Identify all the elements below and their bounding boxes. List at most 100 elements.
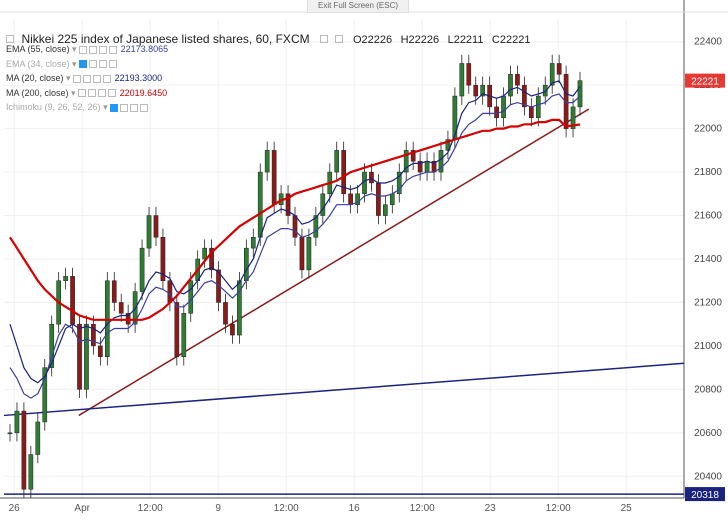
candle-body[interactable] bbox=[466, 63, 472, 86]
add-icon[interactable] bbox=[129, 103, 138, 112]
candle-body[interactable] bbox=[334, 150, 340, 173]
collapse-icon[interactable] bbox=[6, 34, 14, 43]
chevron-down-icon[interactable]: ▾ bbox=[68, 87, 76, 98]
candle-body[interactable] bbox=[216, 269, 221, 303]
add-icon[interactable] bbox=[97, 89, 106, 98]
candle-body[interactable] bbox=[522, 84, 527, 108]
candle-body[interactable] bbox=[396, 171, 402, 195]
candle-body[interactable] bbox=[14, 410, 20, 434]
close-icon[interactable] bbox=[107, 89, 116, 98]
eye-icon[interactable] bbox=[320, 34, 329, 43]
settings-icon[interactable] bbox=[119, 103, 128, 112]
settings-icon[interactable] bbox=[334, 34, 343, 43]
candle-body[interactable] bbox=[549, 63, 555, 86]
candle-body[interactable] bbox=[84, 323, 89, 390]
candle-body[interactable] bbox=[424, 160, 430, 173]
candle-body[interactable] bbox=[480, 84, 486, 97]
candle-body[interactable] bbox=[292, 215, 298, 238]
candle-body[interactable] bbox=[299, 237, 305, 271]
long-trendline[interactable] bbox=[3, 362, 685, 417]
candle-body[interactable] bbox=[563, 74, 569, 129]
candle-body[interactable] bbox=[174, 302, 180, 358]
candle-body[interactable] bbox=[111, 280, 117, 303]
candle-body[interactable] bbox=[438, 150, 444, 173]
close-icon[interactable] bbox=[108, 60, 117, 69]
exit-fullscreen-button[interactable]: Exit Full Screen (ESC) bbox=[307, 0, 409, 13]
eye-icon[interactable] bbox=[72, 74, 81, 83]
candle-body[interactable] bbox=[535, 95, 541, 119]
candle-body[interactable] bbox=[313, 215, 319, 238]
candle-body[interactable] bbox=[389, 193, 395, 205]
candle-body[interactable] bbox=[320, 193, 326, 216]
candle-body[interactable] bbox=[42, 367, 48, 423]
series-line-ema-55-close-[interactable] bbox=[9, 93, 581, 399]
candle-body[interactable] bbox=[91, 323, 96, 347]
candle-body[interactable] bbox=[459, 63, 465, 97]
close-icon[interactable] bbox=[108, 45, 117, 54]
add-icon[interactable] bbox=[92, 74, 101, 83]
candle-body[interactable] bbox=[49, 323, 55, 368]
candle-body[interactable] bbox=[244, 247, 249, 281]
close-icon[interactable] bbox=[102, 74, 111, 83]
candle-body[interactable] bbox=[285, 193, 291, 216]
eye-icon[interactable] bbox=[78, 45, 87, 54]
candle-body[interactable] bbox=[341, 150, 346, 195]
candle-body[interactable] bbox=[264, 150, 270, 173]
chevron-down-icon[interactable]: ▾ bbox=[69, 44, 77, 54]
add-icon[interactable] bbox=[98, 45, 107, 54]
candle-body[interactable] bbox=[348, 193, 353, 205]
settings-icon[interactable] bbox=[88, 60, 97, 69]
candle-body[interactable] bbox=[410, 150, 416, 162]
candle-body[interactable] bbox=[160, 237, 166, 281]
legend-row[interactable]: Ichimoku (9, 26, 52, 26) ▾ bbox=[6, 102, 148, 113]
candle-body[interactable] bbox=[98, 345, 103, 358]
series-line-ma-20-close-[interactable] bbox=[9, 80, 581, 384]
legend-row[interactable]: MA (20, close) ▾ 22193.3000 bbox=[6, 73, 162, 84]
legend-row[interactable]: EMA (55, close) ▾ 22173.8065 bbox=[6, 44, 168, 55]
candle-body[interactable] bbox=[452, 95, 458, 140]
chevron-down-icon[interactable]: ▾ bbox=[100, 102, 108, 112]
candle-body[interactable] bbox=[355, 193, 360, 205]
candle-body[interactable] bbox=[70, 276, 75, 325]
candle-body[interactable] bbox=[501, 95, 506, 119]
candle-body[interactable] bbox=[28, 454, 34, 490]
series-line-ma-200-close-[interactable] bbox=[9, 118, 581, 321]
legend-row[interactable]: MA (200, close) ▾ 22019.6450 bbox=[6, 88, 167, 99]
candle-body[interactable] bbox=[167, 280, 173, 303]
candle-body[interactable] bbox=[570, 106, 576, 129]
candle-body[interactable] bbox=[515, 74, 520, 86]
chevron-down-icon[interactable]: ▾ bbox=[63, 73, 71, 83]
candle-body[interactable] bbox=[383, 204, 388, 216]
candle-body[interactable] bbox=[146, 215, 152, 249]
candle-body[interactable] bbox=[230, 323, 235, 336]
close-icon[interactable] bbox=[139, 103, 148, 112]
candle-body[interactable] bbox=[369, 171, 374, 184]
chevron-down-icon[interactable]: ▾ bbox=[69, 58, 77, 69]
eye-icon[interactable] bbox=[78, 60, 87, 69]
candle-body[interactable] bbox=[257, 171, 263, 238]
candle-body[interactable] bbox=[577, 80, 583, 108]
candle-body[interactable] bbox=[250, 237, 256, 249]
candle-body[interactable] bbox=[403, 150, 409, 173]
candle-body[interactable] bbox=[63, 276, 68, 281]
candle-body[interactable] bbox=[139, 247, 145, 292]
settings-icon[interactable] bbox=[88, 45, 97, 54]
candle-body[interactable] bbox=[445, 139, 451, 151]
support-trendline[interactable] bbox=[78, 108, 590, 417]
settings-icon[interactable] bbox=[87, 89, 96, 98]
candle-body[interactable] bbox=[508, 74, 513, 97]
candle-body[interactable] bbox=[306, 237, 312, 271]
candle-body[interactable] bbox=[473, 84, 479, 97]
eye-icon[interactable] bbox=[109, 103, 118, 112]
candle-body[interactable] bbox=[223, 302, 228, 325]
add-icon[interactable] bbox=[98, 60, 107, 69]
candle-body[interactable] bbox=[77, 323, 82, 390]
candle-body[interactable] bbox=[529, 106, 534, 119]
candle-body[interactable] bbox=[7, 432, 13, 435]
candle-body[interactable] bbox=[209, 247, 214, 271]
candle-body[interactable] bbox=[202, 247, 207, 260]
candle-body[interactable] bbox=[181, 313, 187, 358]
candle-body[interactable] bbox=[417, 160, 423, 173]
